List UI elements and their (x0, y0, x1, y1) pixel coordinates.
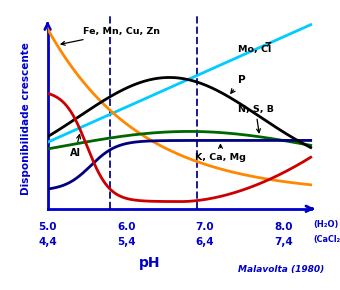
Text: (CaCl₂): (CaCl₂) (313, 235, 340, 244)
Text: 4,4: 4,4 (38, 237, 57, 247)
Text: P: P (231, 75, 245, 93)
Text: Mo, Cl: Mo, Cl (238, 42, 271, 54)
Text: (H₂O): (H₂O) (313, 220, 338, 229)
Text: K, Ca, Mg: K, Ca, Mg (195, 145, 246, 162)
Text: 8.0: 8.0 (274, 222, 292, 232)
Text: 7,4: 7,4 (274, 237, 293, 247)
Text: N, S, B: N, S, B (238, 105, 274, 133)
Text: 5.0: 5.0 (38, 222, 57, 232)
Text: 6,4: 6,4 (195, 237, 214, 247)
Text: pH: pH (139, 255, 160, 270)
Text: Disponibilidade crescente: Disponibilidade crescente (21, 42, 31, 195)
Text: Malavolta (1980): Malavolta (1980) (238, 264, 324, 273)
Text: Al: Al (70, 135, 81, 158)
Text: Fe, Mn, Cu, Zn: Fe, Mn, Cu, Zn (61, 27, 160, 45)
Text: 7.0: 7.0 (195, 222, 214, 232)
Text: 6.0: 6.0 (117, 222, 135, 232)
Text: 5,4: 5,4 (117, 237, 135, 247)
